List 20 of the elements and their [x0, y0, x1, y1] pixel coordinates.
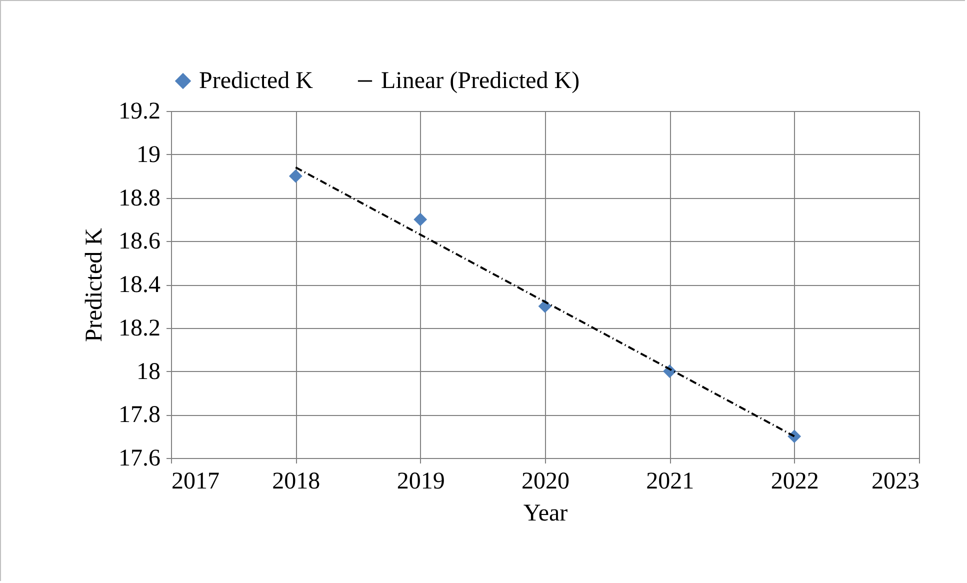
x-tick-label: 2018: [272, 468, 320, 494]
x-tick-label: 2020: [522, 468, 570, 494]
y-axis-title: Predicted K: [82, 227, 108, 342]
y-tick-label: 17.6: [118, 446, 160, 472]
legend-label: Linear (Predicted K): [381, 68, 580, 94]
y-tick-label: 19.2: [118, 98, 160, 124]
y-tick-label: 18.4: [118, 272, 160, 298]
y-tick-label: 18.6: [118, 228, 160, 255]
y-tick-label: 19: [136, 142, 160, 168]
y-tick-label: 18.8: [118, 185, 160, 212]
x-tick-label: 2019: [396, 468, 445, 494]
x-axis-title: Year: [523, 500, 568, 526]
y-tick-label: 18: [136, 358, 160, 385]
legend-label: Predicted K: [199, 68, 314, 94]
x-tick-label: 2022: [770, 468, 819, 494]
x-tick-label: 2021: [646, 468, 694, 494]
x-tick-label: 2017: [172, 468, 220, 494]
y-tick-label: 17.8: [118, 402, 160, 428]
x-tick-label: 2023: [872, 468, 920, 494]
y-tick-label: 18.2: [118, 315, 160, 342]
